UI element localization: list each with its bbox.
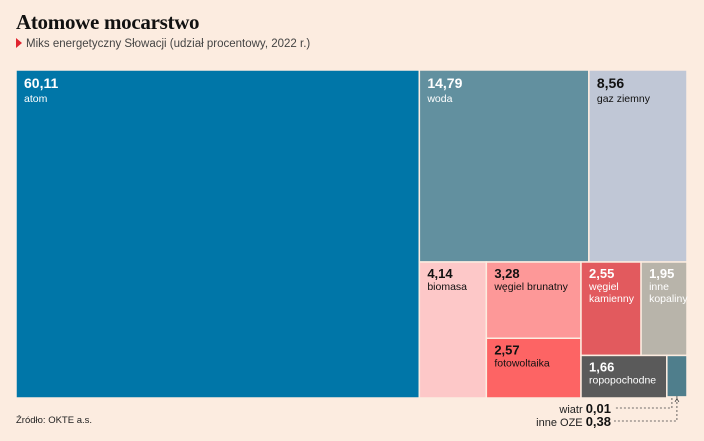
value-label-wegiel-brunatny: 3,28 [494,266,519,281]
value-label-inne-kopaliny: 1,95 [649,266,674,281]
category-label-wegiel-kamienny-2: kamienny [589,293,635,305]
category-label-wegiel-brunatny: węgiel brunatny [493,281,568,293]
chart-subtitle: Miks energetyczny Słowacji (udział proce… [16,38,310,50]
chart-subtitle-text: Miks energetyczny Słowacji (udział proce… [26,38,311,50]
label-inne-oze-value: 0,38 [585,414,611,429]
label-inne-oze-name: inne OZE [536,417,583,429]
value-label-atom: 60,11 [24,75,58,91]
category-label-woda: woda [426,93,452,105]
treemap-cell-fotowoltaika [485,337,582,399]
treemap-cell-inne-oze [666,354,688,398]
label-wiatr-name: wiatr [559,404,583,416]
category-label-ropopochodne: ropopochodne [589,374,656,386]
value-label-fotowoltaika: 2,57 [494,342,519,357]
category-label-fotowoltaika: fotowoltaika [494,357,550,369]
category-label-inne-kopaliny-2: kopaliny [649,293,688,305]
treemap-cell-biomasa [418,261,488,399]
label-wiatr-value: 0,01 [585,401,611,416]
category-label-biomasa: biomasa [427,281,467,293]
value-label-gaz-ziemny: 8,56 [597,75,624,91]
value-label-biomasa: 4,14 [427,266,453,281]
treemap-cell-inne-kopaliny [640,261,688,357]
label-inne-oze: inne OZE 0,38 [520,414,611,429]
value-label-woda: 14,79 [427,75,462,91]
label-wiatr: wiatr 0,01 [520,401,611,416]
category-label-gaz-ziemny: gaz ziemny [597,93,651,105]
treemap-cell-atom [15,69,421,399]
leader-wiatr [614,398,673,409]
category-label-wegiel-kamienny-1: węgiel [588,281,619,293]
triangle-marker-icon [16,38,22,48]
category-label-inne-kopaliny-1: inne [649,281,669,293]
leader-inne-oze [614,398,678,422]
value-label-wegiel-kamienny: 2,55 [589,266,614,281]
value-label-ropopochodne: 1,66 [589,359,614,374]
chart-title: Atomowe mocarstwo [16,10,200,34]
source-note: Źródło: OKTE a.s. [16,415,93,426]
category-label-atom: atom [24,93,48,105]
treemap-cell-woda [418,69,590,263]
